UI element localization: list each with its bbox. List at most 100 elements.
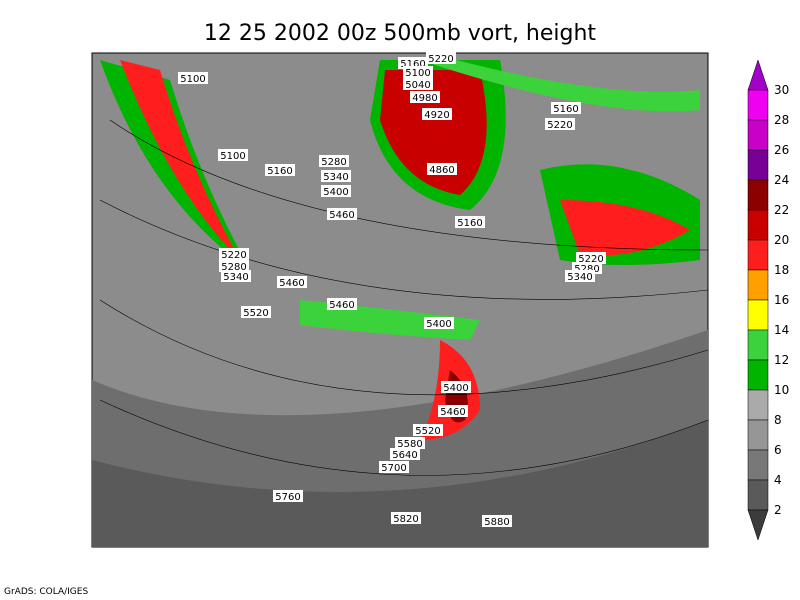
contour-label: 5220 bbox=[578, 254, 603, 265]
contour-label: 5160 bbox=[400, 59, 425, 70]
color-swatch bbox=[747, 449, 769, 481]
contour-label: 5520 bbox=[415, 426, 440, 437]
contour-label: 5880 bbox=[484, 517, 509, 528]
contour-label: 5700 bbox=[381, 463, 406, 474]
colorbar-label: 22 bbox=[774, 203, 789, 217]
color-swatch bbox=[747, 419, 769, 451]
label-box bbox=[576, 252, 606, 264]
color-swatch bbox=[747, 89, 769, 121]
color-swatch bbox=[747, 179, 769, 211]
footer: GrADS: COLA/IGES bbox=[4, 587, 88, 597]
colorbar-label: 8 bbox=[774, 413, 782, 427]
contour-label: 5340 bbox=[567, 272, 592, 283]
label-box bbox=[391, 512, 421, 524]
contour-label: 5100 bbox=[180, 74, 205, 85]
color-swatch bbox=[747, 329, 769, 361]
color-swatch bbox=[747, 509, 769, 541]
label-box bbox=[219, 260, 249, 272]
contour-label: 5220 bbox=[547, 120, 572, 131]
label-box bbox=[545, 118, 575, 130]
contour-label: 5820 bbox=[393, 514, 418, 525]
contour-label: 5280 bbox=[221, 262, 246, 273]
contour-label: 5160 bbox=[457, 218, 482, 229]
label-box bbox=[277, 276, 307, 288]
label-box bbox=[321, 185, 351, 197]
contour-label: 5640 bbox=[392, 450, 417, 461]
color-swatch bbox=[747, 149, 769, 181]
colorbar-label: 4 bbox=[774, 473, 782, 487]
label-box bbox=[455, 216, 485, 228]
color-swatch bbox=[747, 479, 769, 511]
colorbar-label: 6 bbox=[774, 443, 782, 457]
contour-label: 5220 bbox=[221, 250, 246, 261]
label-box bbox=[327, 298, 357, 310]
label-box bbox=[413, 424, 443, 436]
label-box bbox=[482, 515, 512, 527]
contour-label: 5400 bbox=[426, 319, 451, 330]
label-box bbox=[403, 66, 433, 78]
contour-label: 5220 bbox=[428, 54, 453, 65]
label-box bbox=[390, 448, 420, 460]
contour-label: 5100 bbox=[405, 68, 430, 79]
label-box bbox=[319, 155, 349, 167]
contour-label: 5400 bbox=[443, 383, 468, 394]
colorbar-label: 30 bbox=[774, 83, 789, 97]
contour-label: 5340 bbox=[223, 272, 248, 283]
contour-label: 4980 bbox=[412, 93, 437, 104]
label-box bbox=[221, 270, 251, 282]
colorbar-label: 18 bbox=[774, 263, 789, 277]
label-box bbox=[219, 248, 249, 260]
colorbar-label: 2 bbox=[774, 503, 782, 517]
contour-label: 4920 bbox=[424, 110, 449, 121]
colorbar-label: 26 bbox=[774, 143, 789, 157]
label-box bbox=[410, 91, 440, 103]
label-box bbox=[265, 164, 295, 176]
colorbar-label: 10 bbox=[774, 383, 789, 397]
color-swatch bbox=[747, 389, 769, 421]
colorbar-label: 24 bbox=[774, 173, 789, 187]
label-box bbox=[426, 52, 456, 64]
contour-label: 5100 bbox=[220, 151, 245, 162]
colorbar-label: 12 bbox=[774, 353, 789, 367]
contour-label: 5160 bbox=[553, 104, 578, 115]
color-swatch bbox=[747, 239, 769, 271]
contour-label: 5460 bbox=[329, 300, 354, 311]
contour-label: 5460 bbox=[279, 278, 304, 289]
label-box bbox=[551, 102, 581, 114]
label-box bbox=[565, 270, 595, 282]
color-swatch bbox=[747, 59, 769, 91]
contour-label: 5580 bbox=[397, 439, 422, 450]
contour-label: 5160 bbox=[267, 166, 292, 177]
label-box bbox=[218, 149, 248, 161]
label-box bbox=[427, 163, 457, 175]
contour-label: 4860 bbox=[429, 165, 454, 176]
color-swatch bbox=[747, 359, 769, 391]
label-box bbox=[403, 78, 433, 90]
label-box bbox=[379, 461, 409, 473]
contour-label: 5460 bbox=[329, 210, 354, 221]
title: 12 25 2002 00z 500mb vort, height bbox=[204, 21, 597, 46]
contour-label: 5280 bbox=[321, 157, 346, 168]
color-swatch bbox=[747, 269, 769, 301]
label-box bbox=[241, 306, 271, 318]
label-box bbox=[395, 437, 425, 449]
label-box bbox=[273, 490, 303, 502]
colorbar-label: 16 bbox=[774, 293, 789, 307]
contour-label: 5280 bbox=[574, 264, 599, 275]
label-box bbox=[321, 170, 351, 182]
colorbar: 30 28 26 24 22 20 18 16 14 12 10 8 6 4 2 bbox=[747, 59, 789, 541]
colorbar-label: 14 bbox=[774, 323, 789, 337]
colorbar-label: 20 bbox=[774, 233, 789, 247]
color-swatch bbox=[747, 119, 769, 151]
colorbar-label: 28 bbox=[774, 113, 789, 127]
label-box bbox=[327, 208, 357, 220]
contour-label: 5340 bbox=[323, 172, 348, 183]
label-box bbox=[438, 405, 468, 417]
contour-label: 5400 bbox=[323, 187, 348, 198]
contour-label: 5760 bbox=[275, 492, 300, 503]
color-swatch bbox=[747, 209, 769, 241]
contour-label: 5040 bbox=[405, 80, 430, 91]
contour-label: 5460 bbox=[440, 407, 465, 418]
